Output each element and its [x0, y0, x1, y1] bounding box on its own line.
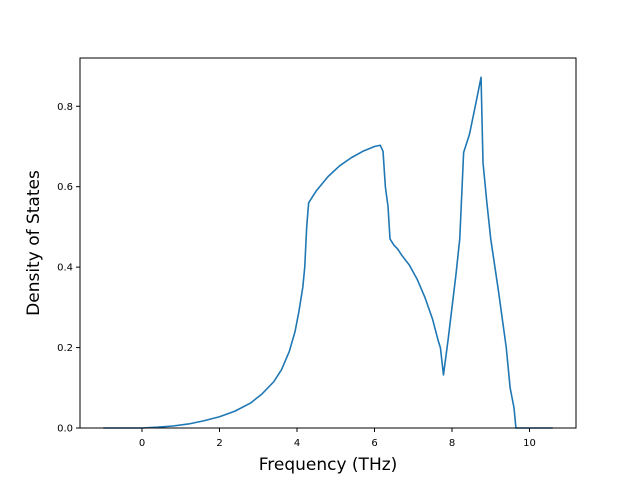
plot-area [103, 76, 553, 429]
y-axis-label: Density of States [24, 170, 44, 316]
x-tick-label: 6 [371, 438, 377, 449]
x-tick-label: 4 [294, 438, 300, 449]
y-tick-label: 0.6 [57, 182, 73, 193]
ticks-layer: 0 2 4 6 8 10 0.0 0.2 0.4 0.6 0.8 [57, 102, 536, 449]
y-tick-label: 0.8 [57, 102, 73, 113]
axes-frame [79, 57, 577, 429]
y-tick-label: 0.0 [57, 424, 73, 435]
dos-line [103, 76, 553, 429]
y-tick-label: 0.2 [57, 343, 73, 354]
x-tick-label: 10 [523, 438, 536, 449]
x-tick-label: 2 [216, 438, 222, 449]
x-axis-label: Frequency (THz) [259, 455, 398, 475]
x-tick-label: 0 [139, 438, 145, 449]
x-tick-label: 8 [449, 438, 455, 449]
y-tick-label: 0.4 [57, 263, 73, 274]
